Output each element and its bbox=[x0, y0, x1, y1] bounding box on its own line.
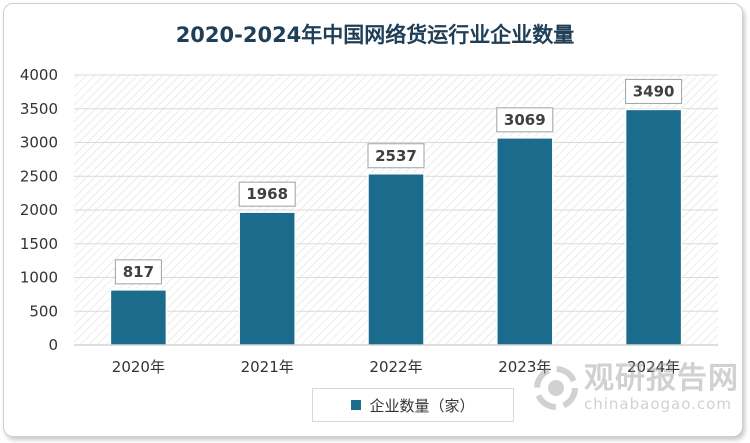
y-tick-label: 1500 bbox=[20, 235, 58, 253]
y-axis: 0 500 1000 1500 2000 2500 3000 3500 4000 bbox=[20, 66, 58, 354]
x-tick-label: 2023年 bbox=[498, 358, 551, 376]
x-axis: 2020年 2021年 2022年 2023年 2024年 bbox=[74, 344, 718, 376]
y-tick-label: 3500 bbox=[20, 100, 58, 118]
x-tick-label: 2021年 bbox=[241, 358, 294, 376]
bar bbox=[238, 211, 296, 346]
y-tick-label: 1000 bbox=[20, 269, 58, 287]
y-tick-label: 4000 bbox=[20, 66, 58, 84]
bar bbox=[624, 108, 683, 346]
data-label: 1968 bbox=[246, 185, 288, 203]
data-label: 3069 bbox=[504, 111, 546, 129]
data-label-box bbox=[625, 78, 683, 104]
data-label: 817 bbox=[123, 263, 154, 281]
data-label-box bbox=[367, 143, 425, 169]
x-tick-label: 2020年 bbox=[112, 358, 165, 376]
bars: 817 1968 2537 3069 3490 bbox=[109, 78, 683, 346]
x-tick-label: 2022年 bbox=[369, 358, 422, 376]
data-label: 3490 bbox=[633, 82, 675, 100]
data-label-box bbox=[114, 259, 162, 285]
watermark-en: chinabaogao.com bbox=[584, 395, 732, 413]
x-tick-label: 2024年 bbox=[627, 358, 680, 376]
legend: 企业数量（家） bbox=[312, 388, 514, 422]
y-tick-label: 500 bbox=[29, 302, 58, 320]
data-label-box bbox=[496, 107, 554, 133]
legend-swatch bbox=[351, 400, 362, 410]
y-tick-label: 2500 bbox=[20, 167, 58, 185]
watermark-cn: 观研报告网 bbox=[584, 361, 739, 396]
watermark: 观研报告网 chinabaogao.com bbox=[534, 363, 739, 413]
bar bbox=[109, 289, 168, 346]
y-tick-label: 3000 bbox=[20, 134, 58, 152]
data-label: 2537 bbox=[375, 147, 417, 165]
legend-label: 企业数量（家） bbox=[369, 396, 475, 415]
y-tick-label: 2000 bbox=[20, 201, 58, 219]
data-label-box bbox=[238, 181, 296, 207]
watermark-logo-icon bbox=[534, 366, 578, 410]
chart-title: 2020-2024年中国网络货运行业企业数量 bbox=[175, 23, 575, 47]
bar bbox=[367, 173, 425, 346]
bar bbox=[496, 137, 554, 346]
y-tick-label: 0 bbox=[48, 336, 58, 354]
